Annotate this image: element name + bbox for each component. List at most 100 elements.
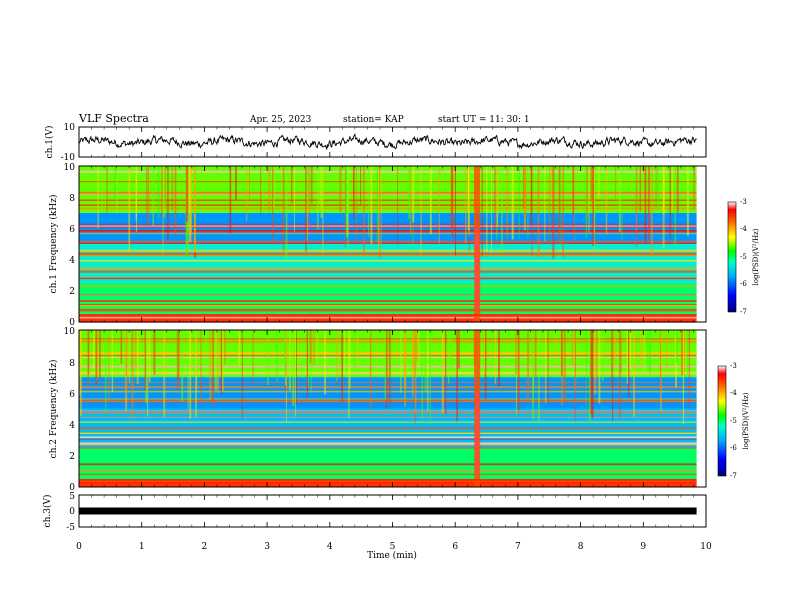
spectrogram-line	[79, 170, 697, 173]
sferic-stroke	[491, 166, 492, 254]
sferic-stroke	[319, 166, 321, 206]
sferic-stroke	[648, 166, 650, 241]
sferic-stroke	[441, 330, 444, 414]
spectrogram-line	[79, 310, 697, 312]
sferic-stroke	[550, 166, 553, 202]
sferic-stroke	[496, 166, 499, 219]
spectrogram-line	[79, 293, 697, 296]
sferic-stroke	[185, 166, 188, 223]
sferic-stroke	[486, 166, 488, 252]
spectrogram-line	[79, 386, 697, 389]
sferic-stroke	[147, 166, 150, 222]
spectrogram-line	[79, 181, 697, 183]
ch2-ytick-6: 6	[69, 390, 75, 400]
sferic-stroke	[284, 330, 286, 370]
spectrogram-line	[79, 340, 697, 343]
spectrogram-line	[79, 193, 697, 196]
spectrogram-line	[79, 226, 697, 228]
spectrogram-line	[79, 199, 697, 202]
spectrogram-line	[79, 225, 697, 227]
sferic-stroke	[356, 330, 359, 365]
ch1-waveform-line	[78, 132, 697, 151]
sferic-stroke	[639, 330, 642, 366]
sferic-stroke	[639, 166, 641, 212]
ch2-ytick-0: 0	[69, 483, 75, 493]
sferic-stroke	[153, 166, 155, 208]
station-label: station= KAP	[343, 115, 404, 125]
sferic-stroke	[620, 330, 622, 374]
sferic-stroke	[153, 330, 156, 375]
ch3-axis-ticks	[78, 495, 707, 527]
sferic-stroke	[688, 330, 690, 408]
sferic-stroke	[352, 166, 354, 200]
sferic-stroke	[544, 166, 546, 242]
sferic-stroke	[591, 330, 594, 419]
sferic-stroke	[181, 330, 184, 402]
sferic-stroke	[345, 166, 348, 238]
sferic-stroke	[369, 330, 372, 410]
sferic-stroke	[378, 166, 380, 252]
sferic-stroke	[193, 166, 196, 253]
sferic-stroke	[597, 166, 600, 199]
cb1-tick-m6: -6	[740, 280, 747, 288]
sferic-stroke	[167, 166, 169, 240]
sferic-stroke	[341, 330, 344, 403]
sferic-stroke	[555, 330, 557, 373]
spectrogram-line	[79, 309, 697, 311]
sferic-stroke	[645, 166, 647, 210]
sferic-stroke	[131, 330, 134, 421]
sferic-stroke	[320, 166, 323, 218]
sferic-stroke	[421, 330, 424, 420]
spectrogram-line	[79, 304, 697, 306]
sferic-stroke	[282, 166, 285, 252]
sferic-stroke	[272, 166, 275, 210]
sferic-stroke	[538, 330, 540, 422]
sferic-stroke	[598, 330, 601, 404]
spectrogram-line	[79, 240, 697, 243]
burst-core	[475, 228, 479, 310]
sferic-stroke	[481, 166, 483, 257]
sferic-stroke	[412, 166, 415, 223]
spectrogram-line	[79, 371, 697, 374]
sferic-stroke	[292, 330, 295, 407]
colorbar-ch2-gradient	[717, 365, 727, 477]
sferic-stroke	[363, 166, 365, 256]
sferic-stroke	[601, 330, 604, 381]
ch2-spectrogram-heatmap	[79, 330, 697, 487]
sferic-stroke	[189, 330, 192, 419]
xtick-1: 1	[139, 542, 145, 552]
spectrogram-line	[79, 230, 697, 232]
sferic-stroke	[378, 166, 381, 260]
sferic-stroke	[294, 166, 295, 232]
sferic-stroke	[532, 330, 535, 419]
sferic-stroke	[93, 330, 95, 370]
sferic-stroke	[594, 330, 596, 395]
sferic-stroke	[420, 166, 422, 255]
sferic-stroke	[511, 166, 514, 240]
sferic-stroke	[322, 166, 324, 253]
spectrogram-line	[79, 381, 697, 383]
spectrogram-line	[79, 438, 697, 440]
sferic-stroke	[209, 330, 212, 399]
sferic-stroke	[235, 166, 237, 200]
sferic-stroke	[177, 330, 180, 390]
sferic-stroke	[128, 330, 131, 371]
sferic-stroke	[370, 166, 373, 245]
sferic-stroke	[693, 166, 696, 210]
sferic-stroke	[108, 330, 110, 402]
sferic-stroke	[674, 166, 676, 246]
sferic-stroke	[145, 330, 148, 403]
spectrogram-line	[79, 259, 697, 262]
spectrogram-line	[79, 432, 697, 435]
sferic-stroke	[659, 330, 661, 393]
sferic-stroke	[534, 330, 537, 377]
sferic-stroke	[605, 166, 608, 235]
sferic-stroke	[592, 166, 595, 247]
sferic-stroke	[380, 166, 382, 247]
sferic-stroke	[676, 166, 679, 214]
sferic-stroke	[560, 330, 563, 376]
sferic-stroke	[515, 330, 517, 375]
sferic-stroke	[633, 330, 636, 417]
sferic-stroke	[644, 166, 647, 242]
spectrogram-line	[79, 223, 697, 225]
